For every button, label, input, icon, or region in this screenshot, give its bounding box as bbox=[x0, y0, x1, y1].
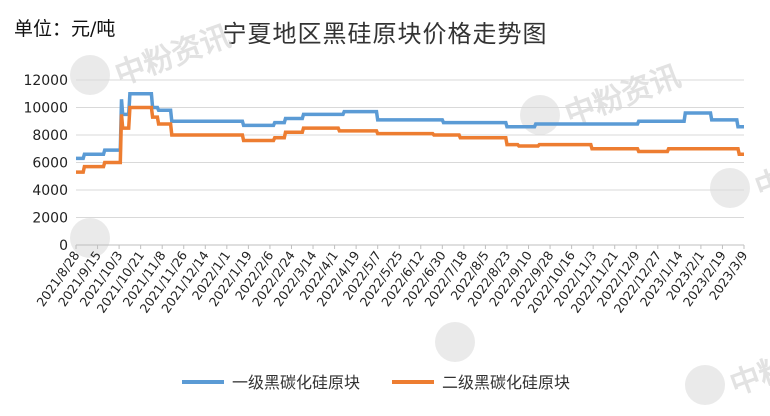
gridlines bbox=[76, 79, 744, 246]
watermark-logo: 中粉资讯 bbox=[685, 329, 770, 405]
watermark-text: 中粉资讯 bbox=[726, 329, 770, 403]
series-lines bbox=[76, 92, 744, 174]
watermark-logo bbox=[435, 322, 475, 362]
y-tick-label: 8000 bbox=[32, 128, 68, 144]
legend-label-2: 二级黑碳化硅原块 bbox=[442, 373, 570, 392]
watermark-logo: 中粉资讯 bbox=[70, 19, 235, 95]
y-tick-labels: 0 2000 4000 6000 8000 10000 12000 bbox=[23, 73, 68, 254]
y-tick-label: 0 bbox=[59, 238, 68, 254]
x-tick-labels: 2021/8/282021/9/152021/10/32021/10/21202… bbox=[33, 245, 750, 316]
watermark-icon bbox=[520, 95, 560, 135]
watermark-icon bbox=[70, 55, 110, 95]
watermark-logo: 中粉资讯 bbox=[710, 132, 770, 208]
watermark-logo bbox=[70, 218, 110, 258]
watermark-text: 中粉资讯 bbox=[751, 132, 770, 206]
legend-label-1: 一级黑碳化硅原块 bbox=[232, 373, 360, 392]
y-tick-label: 4000 bbox=[32, 183, 68, 199]
series-line-2 bbox=[76, 105, 744, 174]
watermark-text: 中粉资讯 bbox=[111, 19, 236, 93]
watermark-icon bbox=[685, 365, 725, 405]
watermark-icon bbox=[435, 322, 475, 362]
watermark-icon bbox=[70, 218, 110, 258]
unit-label: 单位：元/吨 bbox=[14, 18, 116, 40]
y-tick-label: 10000 bbox=[23, 101, 68, 117]
y-tick-label: 12000 bbox=[23, 73, 68, 89]
y-tick-label: 6000 bbox=[32, 156, 68, 172]
y-tick-label: 2000 bbox=[32, 211, 68, 227]
legend: 一级黑碳化硅原块 二级黑碳化硅原块 bbox=[182, 373, 570, 392]
watermark-icon bbox=[710, 168, 750, 208]
chart-title: 宁夏地区黑硅原块价格走势图 bbox=[222, 20, 548, 48]
